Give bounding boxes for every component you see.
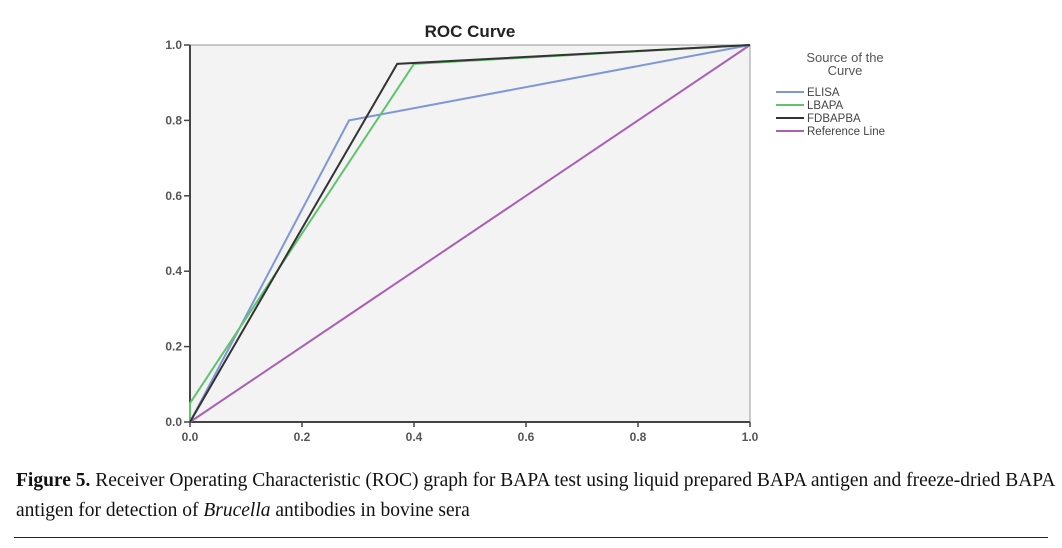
y-tick-label: 0.8 xyxy=(165,113,182,127)
series-line-reference-line xyxy=(189,44,751,423)
y-tick-label: 0.6 xyxy=(165,189,182,203)
caption-italic: Brucella xyxy=(203,500,271,521)
legend-label: ELISA xyxy=(807,87,840,99)
x-tick-label: 0.0 xyxy=(182,430,199,444)
x-tick-label: 0.8 xyxy=(630,430,647,444)
caption-text: Receiver Operating Characteristic (ROC) … xyxy=(16,470,1055,521)
y-tick-label: 1.0 xyxy=(165,38,182,52)
legend-label: LBAPA xyxy=(807,100,844,112)
divider xyxy=(14,537,1048,538)
figure-caption: Figure 5. Receiver Operating Characteris… xyxy=(16,466,1056,526)
caption-text-end: antibodies in bovine sera xyxy=(270,500,470,521)
y-tick-label: 0.4 xyxy=(165,264,182,278)
legend-title: Source of the xyxy=(806,50,883,65)
x-tick-label: 0.4 xyxy=(406,430,423,444)
chart-title: ROC Curve xyxy=(425,22,516,41)
x-tick-label: 1.0 xyxy=(742,430,759,444)
y-tick-label: 0.0 xyxy=(165,415,182,429)
legend-title: Curve xyxy=(828,63,863,78)
figure-label: Figure 5. xyxy=(16,470,91,491)
roc-chart: ROC Curve 0.0 0.2 0.4 0.6 0.8 1.0 0.0 0.2 0.4 0.6 0… xyxy=(165,22,885,444)
x-tick-label: 0.6 xyxy=(518,430,535,444)
y-tick-label: 0.2 xyxy=(165,340,182,354)
legend-label: FDBAPBA xyxy=(807,113,861,125)
x-tick-label: 0.2 xyxy=(294,430,311,444)
series-line-fdbapba xyxy=(189,44,751,423)
legend-label: Reference Line xyxy=(807,126,885,138)
